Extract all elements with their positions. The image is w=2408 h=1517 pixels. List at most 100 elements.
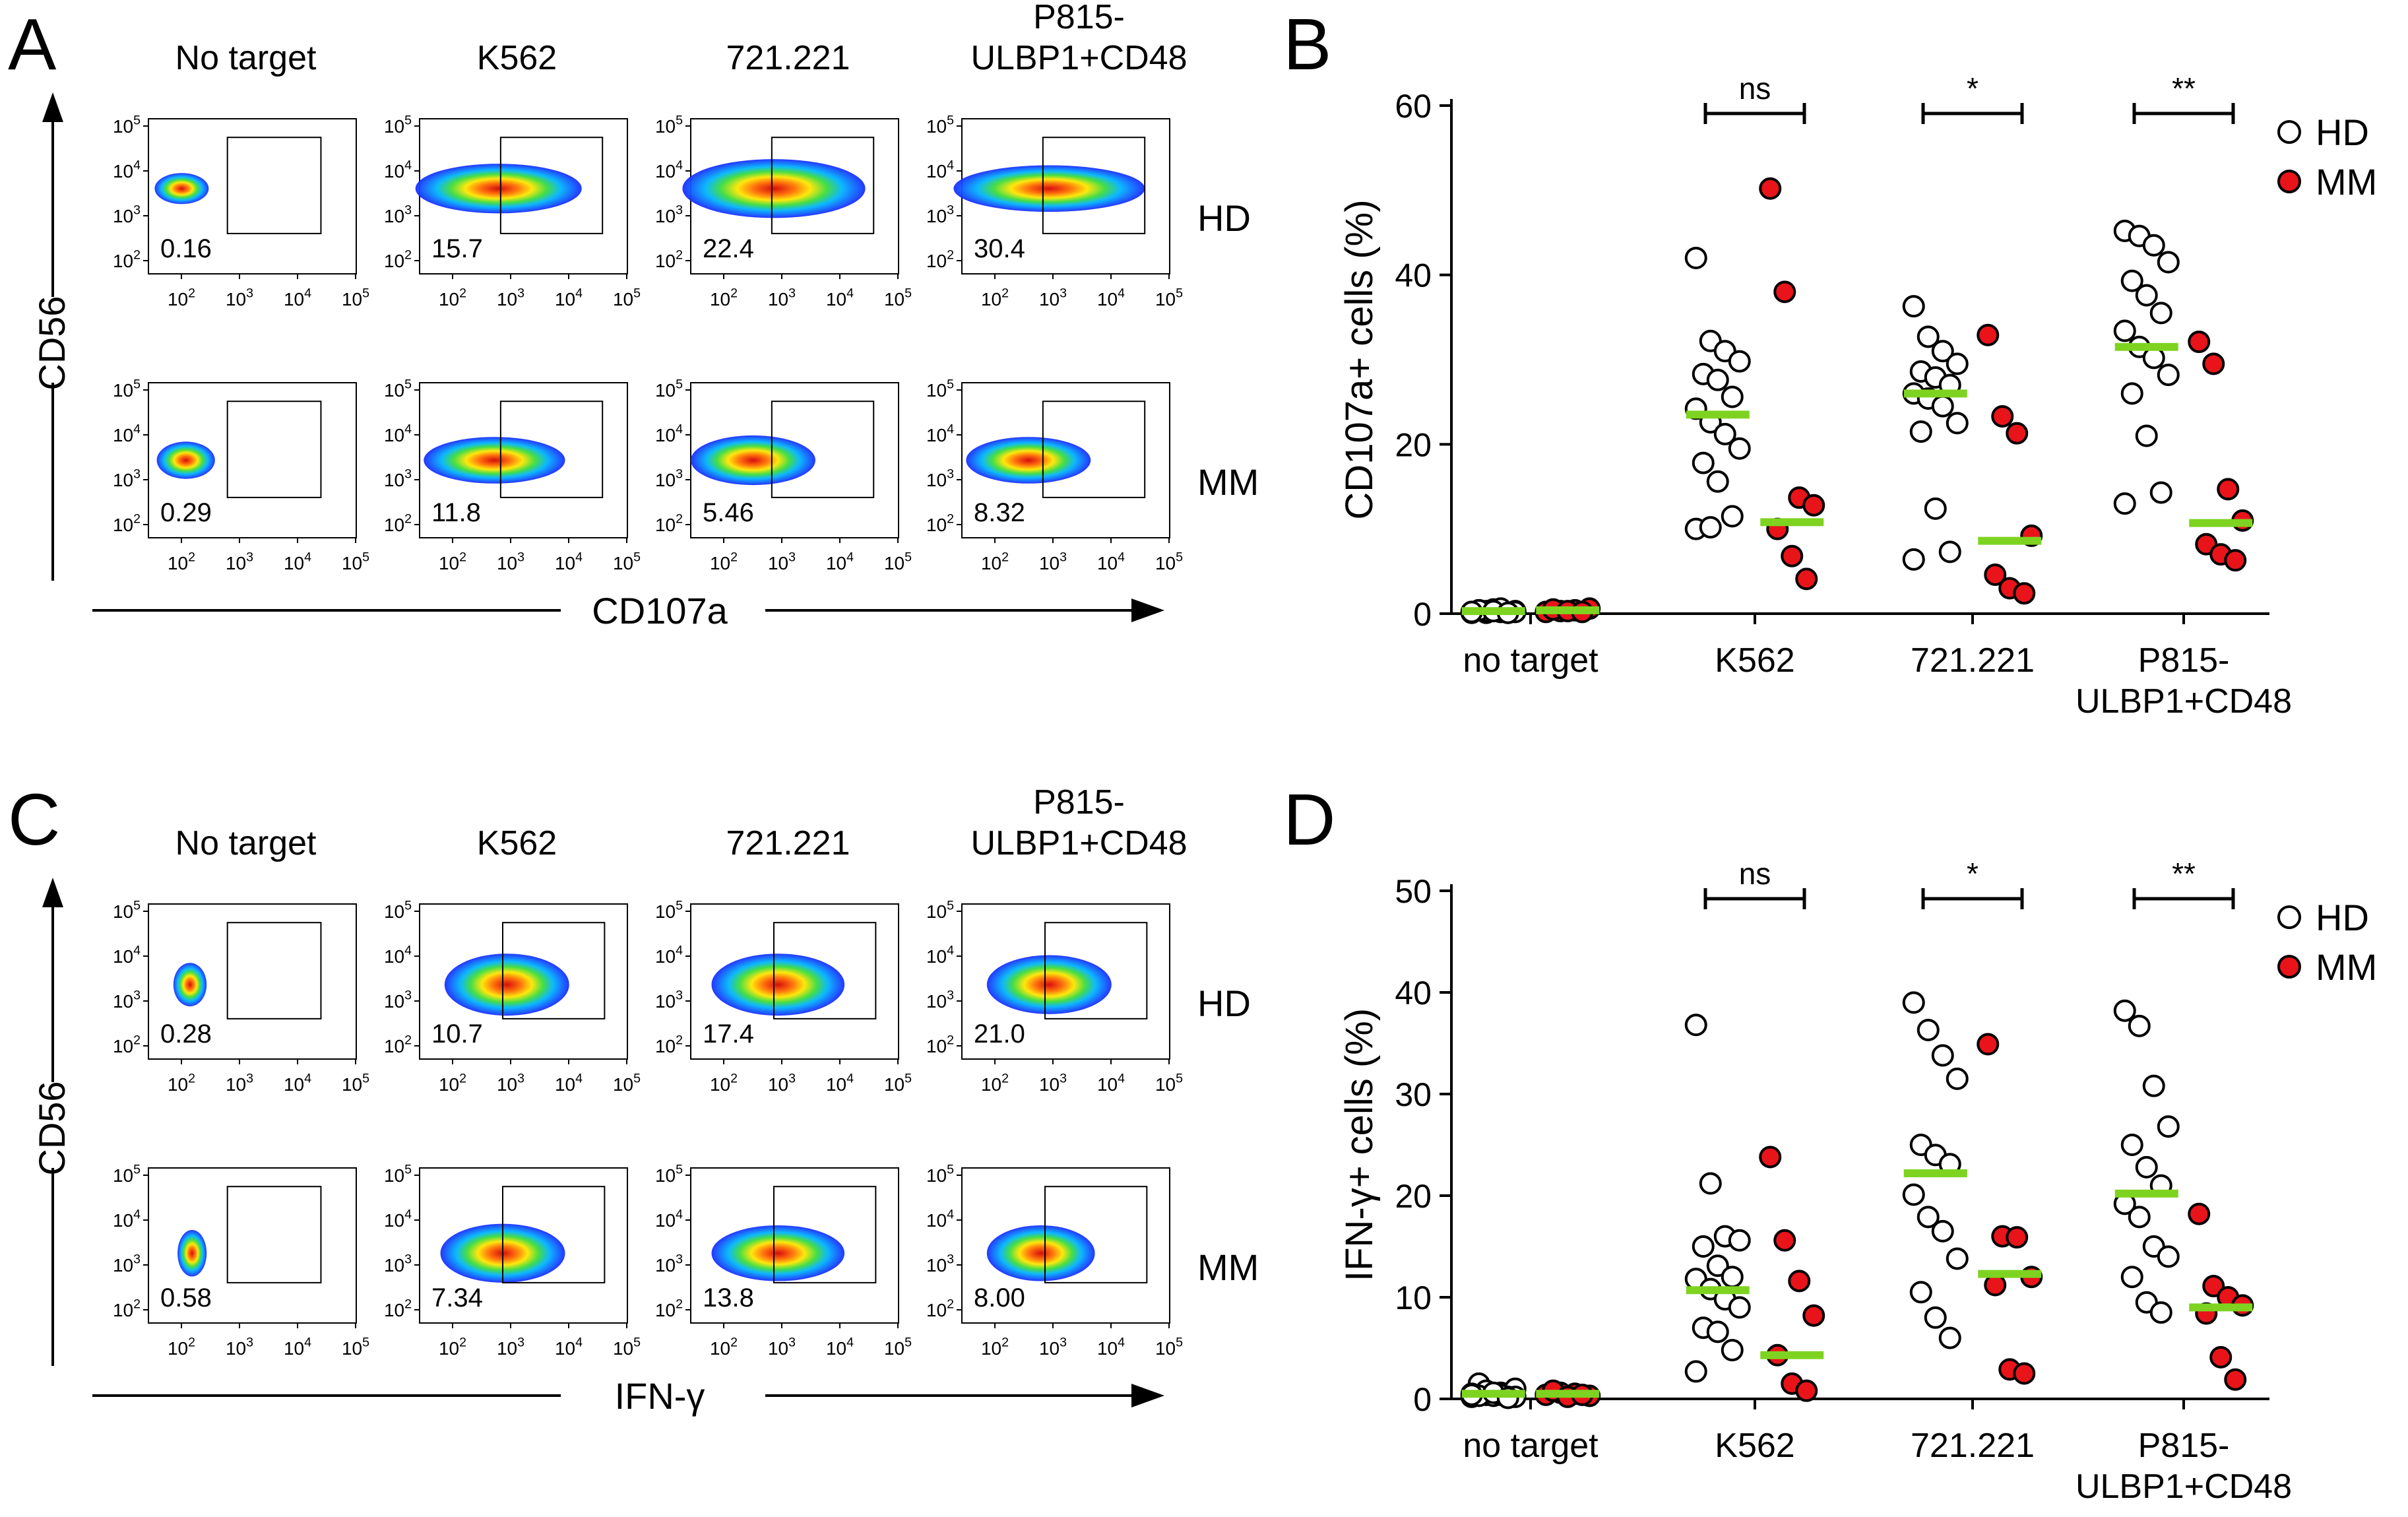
mm-point	[1984, 563, 2007, 586]
x-tick-label: 102	[710, 286, 738, 309]
column-title: 721.221	[726, 39, 850, 77]
y-tick-label: 104	[384, 1207, 412, 1231]
column-title: K562	[477, 39, 557, 77]
density-blob	[415, 164, 582, 214]
y-tick-label: 40	[1395, 975, 1432, 1012]
hd-point	[2113, 492, 2136, 515]
y-tick-label: 104	[655, 158, 683, 181]
density-blob	[986, 1225, 1095, 1281]
hd-point	[1699, 1172, 1722, 1195]
y-tick-label: 103	[926, 988, 954, 1012]
gate-percentage: 0.58	[160, 1283, 212, 1312]
flow-plot: 102 103 104 105 102 103 104 105 15.7	[384, 113, 641, 309]
y-tick-label: 104	[113, 943, 141, 967]
y-tick-label: 104	[384, 422, 412, 445]
hd-point	[1728, 1229, 1751, 1252]
mm-point	[1984, 1274, 2007, 1297]
y-tick-label: 103	[113, 203, 141, 226]
y-tick-label: 105	[113, 1162, 141, 1186]
hd-point	[2149, 302, 2172, 325]
hd-point	[1721, 1266, 1744, 1289]
legend-marker	[2277, 905, 2301, 929]
y-tick-label: 102	[113, 1297, 141, 1320]
x-tick-label: 105	[884, 1335, 912, 1359]
y-axis-arrowhead	[42, 878, 63, 907]
x-tick-label: 102	[981, 1335, 1009, 1359]
y-tick-label: 105	[926, 1162, 954, 1186]
hd-point	[2120, 269, 2143, 292]
x-tick-label: 103	[497, 1335, 524, 1359]
y-tick-label: 103	[926, 1252, 954, 1275]
column-title: No target	[175, 824, 317, 862]
mm-point	[2006, 422, 2029, 445]
hd-point	[1909, 1281, 1932, 1304]
y-tick-label: 102	[655, 511, 683, 535]
y-tick-label: 105	[113, 113, 141, 137]
y-tick-label: 104	[655, 1207, 683, 1231]
y-tick-label: 102	[113, 511, 141, 535]
gate-box	[226, 137, 322, 234]
mm-point	[2224, 1368, 2247, 1391]
y-tick-label: 105	[655, 1162, 683, 1186]
gate-box	[1042, 401, 1146, 498]
hd-point	[2120, 1266, 2143, 1289]
hd-point	[1902, 1183, 1925, 1206]
significance-label: ns	[1739, 856, 1771, 891]
x-tick-label: P815-	[2138, 1427, 2230, 1465]
x-tick-label: 102	[439, 1335, 466, 1359]
y-tick-label: 102	[384, 511, 412, 535]
y-tick-label: 104	[926, 943, 954, 967]
x-tick-label: no target	[1463, 641, 1599, 680]
x-tick-label: 104	[1097, 550, 1125, 573]
y-tick-label: 104	[926, 422, 954, 445]
hd-point	[2135, 284, 2158, 307]
y-tick-label: 103	[655, 1252, 683, 1275]
x-tick-label: 103	[768, 1071, 796, 1095]
y-tick-label: 104	[926, 158, 954, 181]
y-tick-label: 103	[926, 467, 954, 490]
y-axis-arrowhead	[42, 92, 63, 122]
gate-percentage: 8.00	[974, 1283, 1025, 1312]
x-tick-label: 103	[768, 550, 796, 573]
gate-box	[1042, 137, 1146, 234]
x-tick-label: ULBP1+CD48	[2075, 682, 2292, 721]
flow-plot: 102 103 104 105 102 103 104 105 11.8	[384, 377, 641, 573]
x-tick-label: 103	[226, 550, 253, 573]
y-tick-label: 60	[1395, 88, 1432, 125]
density-blob	[156, 441, 215, 479]
y-tick-label: 50	[1395, 873, 1432, 910]
density-blob	[986, 955, 1112, 1014]
x-tick-label: 102	[439, 550, 466, 573]
x-tick-label: 102	[168, 286, 195, 309]
hd-point	[1684, 1014, 1707, 1037]
gate-percentage: 30.4	[974, 234, 1025, 263]
x-tick-label: 104	[826, 286, 854, 309]
y-tick-label: 105	[926, 898, 954, 922]
y-tick-label: 103	[926, 203, 954, 226]
y-tick-label: 105	[655, 377, 683, 401]
y-tick-label: 105	[655, 898, 683, 922]
x-tick-label: 105	[613, 286, 641, 309]
density-blob	[966, 437, 1091, 484]
gate-box	[773, 1186, 877, 1283]
x-tick-label: 105	[342, 1071, 369, 1095]
x-tick-label: 105	[1155, 1071, 1183, 1095]
gate-percentage: 0.16	[160, 234, 212, 263]
hd-point	[1946, 352, 1969, 375]
x-tick-label: 102	[710, 550, 738, 573]
mm-point	[1795, 1379, 1818, 1402]
flow-cytometry-panel-c: No target K562 721.221 P815-ULBP1+CD48 HD MM 1…	[31, 783, 1259, 1417]
x-tick-label: no target	[1463, 1427, 1599, 1465]
hd-point	[2120, 382, 2143, 405]
hd-point	[2128, 1206, 2151, 1229]
hd-point	[1699, 516, 1722, 539]
y-tick-label: 105	[384, 377, 412, 401]
y-tick-label: 20	[1395, 1178, 1432, 1215]
mm-point	[2013, 1362, 2036, 1385]
density-blob	[711, 1225, 845, 1281]
hd-point	[2113, 999, 2136, 1022]
mm-point	[2202, 1275, 2225, 1298]
hd-point	[2135, 424, 2158, 447]
y-tick-label: 105	[926, 377, 954, 401]
flow-cytometry-panel-a: No target K562 721.221 P815-ULBP1+CD48 HD MM 1…	[31, 0, 1259, 631]
